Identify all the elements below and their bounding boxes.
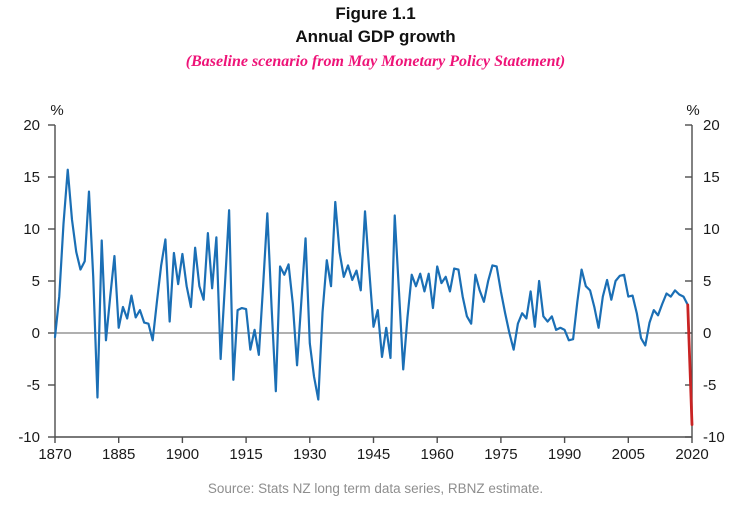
source-note: Source: Stats NZ long term data series, … [207,481,544,496]
x-tick-label: 1975 [484,446,517,463]
x-tick-label: 1915 [229,446,262,463]
y-tick-label-right: 10 [703,221,720,238]
x-tick-label: 2020 [675,446,708,463]
x-tick-label: 1930 [293,446,326,463]
x-tick-label: 1885 [102,446,135,463]
gdp-history-line [53,168,689,401]
y-tick-label-right: 20 [703,117,720,134]
y-tick-label-left: 15 [23,169,40,186]
chart-subtitle: (Baseline scenario from May Monetary Pol… [185,53,566,70]
percent-label-right: % [686,102,699,119]
percent-label-left: % [50,102,63,119]
y-tick-label-right: 0 [703,325,711,342]
y-tick-label-left: 0 [32,325,40,342]
y-tick-label-left: 10 [23,221,40,238]
x-tick-label: 1945 [357,446,390,463]
gdp-forecast-line [686,303,694,426]
x-tick-label: 1960 [421,446,454,463]
x-tick-label: 1990 [548,446,581,463]
x-tick-label: 1870 [38,446,71,463]
x-tick-label: 2005 [612,446,645,463]
y-tick-label-left: -10 [18,429,40,446]
y-tick-label-right: 15 [703,169,720,186]
chart-title: Annual GDP growth [295,27,456,46]
y-tick-label-left: 20 [23,117,40,134]
y-tick-label-right: -5 [703,377,716,394]
y-tick-label-left: -5 [27,377,40,394]
y-tick-label-right: -10 [703,429,725,446]
y-tick-label-right: 5 [703,273,711,290]
figure-number: Figure 1.1 [335,4,416,23]
x-tick-label: 1900 [166,446,199,463]
y-tick-label-left: 5 [32,273,40,290]
